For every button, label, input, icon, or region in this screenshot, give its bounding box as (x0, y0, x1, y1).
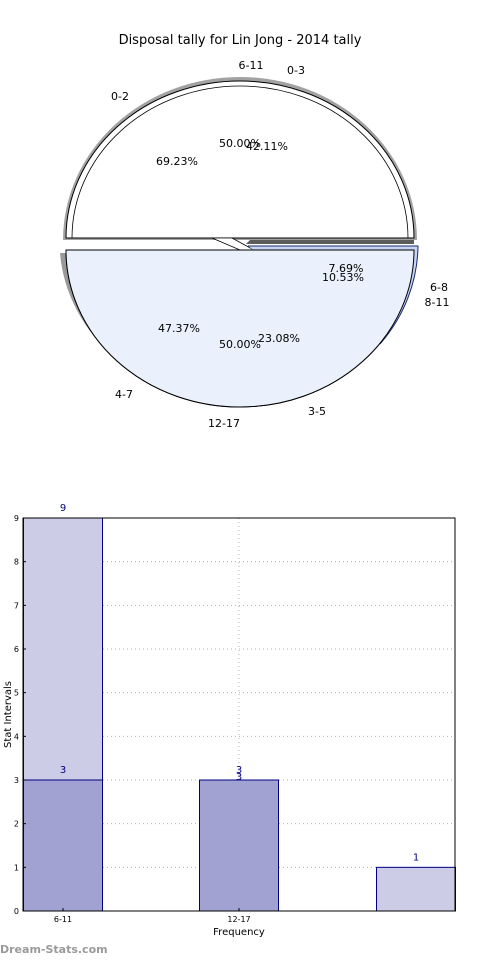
bar-value-label: 3 (236, 765, 242, 776)
pie-slice-label: 8-11 (425, 296, 450, 309)
bar-value-label: 3 (236, 772, 242, 783)
y-tick-label: 1 (14, 863, 19, 872)
pie-slice-label: 4-7 (115, 388, 133, 401)
watermark: Dream-Stats.com (0, 943, 108, 956)
y-tick-label: 7 (14, 601, 19, 610)
y-tick-label: 9 (14, 514, 19, 523)
y-tick-label: 6 (14, 645, 19, 654)
y-tick-label: 0 (14, 907, 19, 916)
pie-upper-slice (65, 80, 415, 239)
pie-slice-label: 3-5 (308, 405, 326, 418)
bar-value-label: 3 (60, 765, 66, 776)
bar-value-label: 1 (413, 852, 419, 863)
pie-pct-label: 23.08% (258, 332, 300, 345)
bar (23, 779, 103, 912)
pie-chart-title: Disposal tally for Lin Jong - 2014 tally (119, 33, 362, 48)
pie-chart: 0-2 69.23% 6-8 7.69% 3-5 23.08% 0-3 42.11% 8-11 1… (60, 59, 449, 430)
y-tick-label: 2 (14, 820, 19, 829)
bar (376, 866, 456, 912)
pie-gap-shadow (246, 240, 414, 244)
pie-slice-label: 12-17 (208, 417, 240, 430)
pie-slice-label: 6-8 (430, 281, 448, 294)
pie-pct-label: 50.00% (219, 338, 261, 351)
y-tick-label: 5 (14, 689, 19, 698)
bar-value-label: 9 (60, 503, 66, 514)
x-tick-label: 6-11 (54, 915, 72, 924)
bar (199, 779, 279, 912)
pie-pct-label: 10.53% (322, 271, 364, 284)
y-axis-label: Stat Intervals (3, 681, 14, 748)
pie-lower-half (60, 245, 419, 408)
pie-upper-half (63, 77, 417, 240)
y-tick-label: 8 (14, 558, 19, 567)
pie-lower-face (65, 249, 415, 408)
pie-upper-inner-edge (71, 85, 409, 239)
pie-pct-label: 7.69% (329, 262, 364, 275)
x-axis-label: Frequency (213, 927, 265, 938)
pie-pct-label: 42.11% (246, 140, 288, 153)
pie-slice-label: 0-2 (111, 90, 129, 103)
pie-pct-label: 69.23% (156, 155, 198, 168)
x-tick-label: 12-17 (227, 915, 250, 924)
pie-pct-label: 50.00% (219, 137, 261, 150)
pie-slice-label: 6-11 (239, 59, 264, 72)
pie-slice-label: 0-3 (287, 64, 305, 77)
pie-pct-label: 47.37% (158, 322, 200, 335)
y-tick-label: 3 (14, 776, 19, 785)
y-tick-label: 4 (14, 732, 19, 741)
